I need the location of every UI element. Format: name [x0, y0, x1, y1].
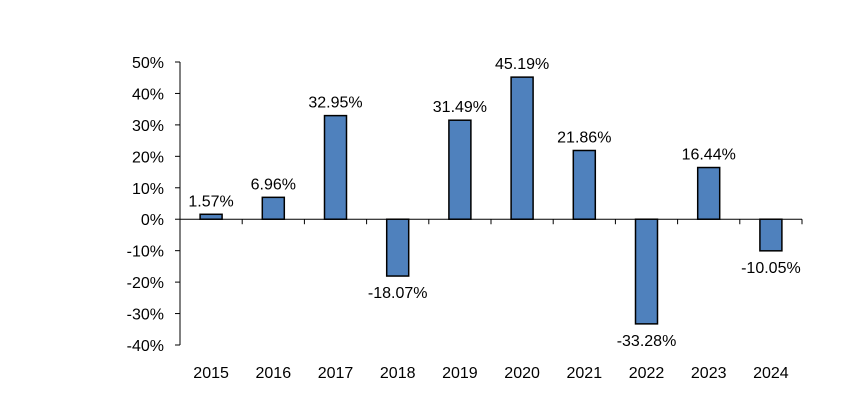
data-label-2019: 31.49%: [433, 99, 487, 116]
data-label-2015: 1.57%: [188, 193, 233, 210]
bar-2019: [448, 119, 472, 220]
bar-2016: [261, 196, 286, 220]
x-tick-label: 2018: [380, 365, 416, 382]
y-tick-label: 10%: [132, 181, 164, 198]
data-label-2022: -33.28%: [617, 333, 677, 350]
bar-2023: [696, 166, 721, 220]
bar-2018: [385, 218, 410, 277]
data-label-2017: 32.95%: [308, 95, 362, 112]
y-tick-label: 0%: [141, 212, 164, 229]
x-tick-label: 2015: [193, 365, 229, 382]
data-label-2020: 45.19%: [495, 56, 549, 73]
bar-2022: [634, 218, 659, 325]
x-tick-label: 2016: [256, 365, 292, 382]
y-tick-label: -40%: [127, 338, 164, 355]
y-tick-label: 20%: [132, 149, 164, 166]
bar-2021: [572, 149, 597, 220]
data-label-2021: 21.86%: [557, 129, 611, 146]
y-tick-label: -10%: [127, 244, 164, 261]
y-tick-label: -20%: [127, 275, 164, 292]
y-tick-label: -30%: [127, 307, 164, 324]
data-label-2024: -10.05%: [741, 260, 801, 277]
y-axis: 50% 40% 30% 20% 10% 0% -10% -20% -30% -40%: [127, 55, 181, 355]
y-tick-label: 50%: [132, 55, 164, 72]
x-tick-label: 2019: [442, 365, 478, 382]
bars: [199, 76, 783, 325]
y-tick-label: 30%: [132, 118, 164, 135]
data-label-2018: -18.07%: [368, 285, 428, 302]
x-tick-label: 2023: [691, 365, 727, 382]
bar-2015: [199, 213, 223, 220]
x-tick-label: 2022: [629, 365, 665, 382]
x-tick-label: 2021: [567, 365, 603, 382]
bar-2020: [510, 76, 534, 220]
data-labels: 1.57% 6.96% 32.95% -18.07% 31.49% 45.19% 21.86…: [188, 56, 800, 350]
bar-2024: [759, 218, 783, 252]
x-tick-label: 2024: [753, 365, 789, 382]
data-label-2023: 16.44%: [682, 147, 736, 164]
data-label-2016: 6.96%: [251, 176, 296, 193]
x-tick-label: 2020: [504, 365, 540, 382]
x-tick-label: 2017: [318, 365, 354, 382]
y-tick-label: 40%: [132, 86, 164, 103]
bar-2017: [323, 114, 348, 220]
x-axis: 2015 2016 2017 2018 2019 2020 2021 2022 2023 2024: [179, 218, 803, 382]
